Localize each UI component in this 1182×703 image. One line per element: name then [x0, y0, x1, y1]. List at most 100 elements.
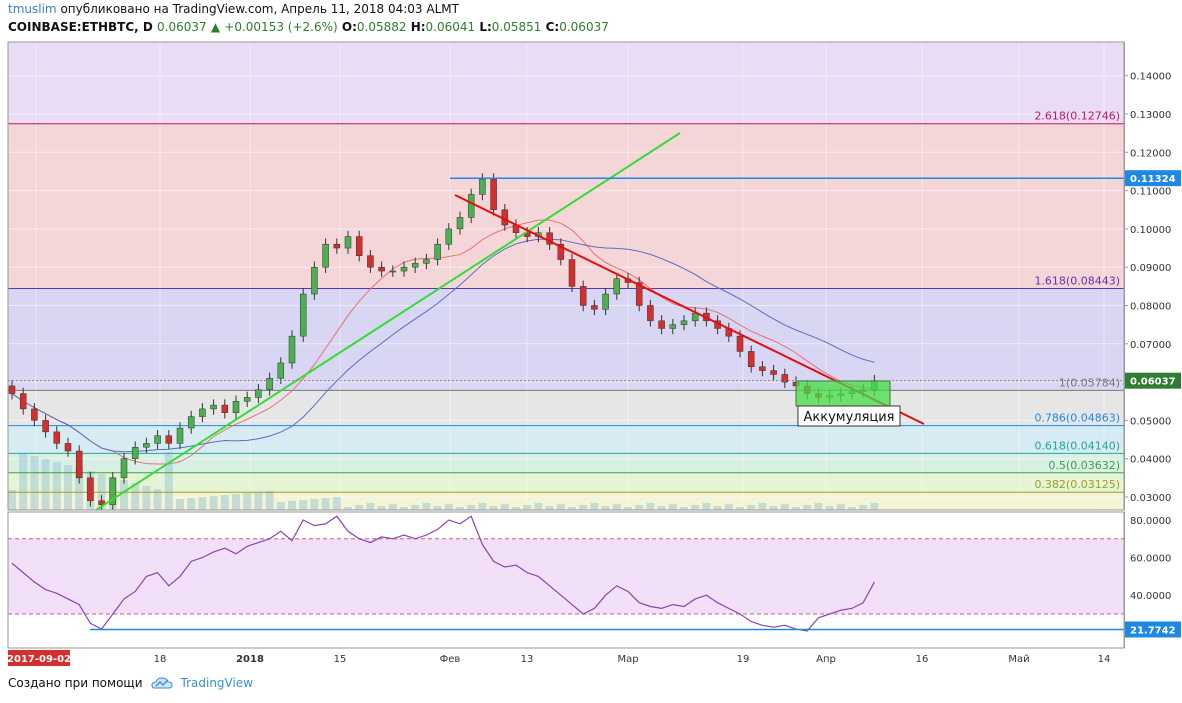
price-tick-label: 0.07000	[1130, 340, 1171, 351]
volume-bar	[590, 503, 599, 510]
volume-bar	[848, 507, 856, 510]
price-tick-label: 0.03000	[1130, 493, 1171, 504]
candle-body	[64, 443, 72, 452]
candle-body	[154, 435, 161, 444]
publication-info: tmuslim опубликовано на TradingView.com,…	[8, 2, 459, 16]
fib-band	[8, 425, 1124, 454]
volume-bar	[724, 504, 733, 510]
open-value: 0.05882	[356, 20, 407, 34]
volume-bar	[198, 497, 207, 510]
volume-bar	[579, 505, 588, 510]
tradingview-cloud-icon	[151, 677, 173, 689]
volume-bar	[209, 496, 218, 510]
high-label: H:	[410, 20, 426, 34]
volume-bar	[512, 507, 520, 510]
annotation-label: Аккумуляция	[803, 410, 894, 425]
volume-bar	[780, 504, 789, 510]
volume-bar	[836, 504, 845, 510]
volume-bar	[870, 503, 879, 510]
price-tag-label: 0.11324	[1130, 174, 1176, 185]
candle-body	[747, 351, 755, 368]
candle-body	[568, 259, 576, 287]
price-tick-label: 0.04000	[1130, 455, 1171, 466]
candle-body	[98, 500, 105, 505]
candle-body	[602, 293, 609, 310]
volume-bar	[232, 494, 240, 510]
fib-label: 0.618(0.04140)	[1034, 439, 1120, 452]
candle-body	[423, 259, 430, 264]
volume-bar	[120, 480, 128, 510]
candle-body	[255, 389, 262, 398]
candle-body	[221, 404, 229, 413]
candle-body	[669, 324, 677, 329]
volume-bar	[366, 503, 375, 510]
candle-body	[456, 217, 464, 230]
volume-bar	[19, 453, 28, 510]
volume-bar	[131, 483, 140, 510]
candle-body	[87, 477, 94, 502]
volume-bar	[825, 506, 834, 510]
volume-bar	[64, 465, 72, 510]
volume-bar	[523, 505, 532, 510]
candle-body	[311, 266, 318, 295]
volume-bar	[75, 468, 84, 510]
volume-bar	[444, 504, 453, 510]
volume-bar	[456, 507, 464, 510]
candle-body	[781, 374, 789, 383]
start-date-label: 2017-09-02	[7, 654, 71, 665]
price-tag	[1125, 170, 1181, 187]
price-tick-label: 0.09000	[1130, 263, 1171, 274]
candle-body	[322, 243, 329, 268]
author-link[interactable]: tmuslim	[8, 2, 57, 16]
volume-bar	[545, 506, 554, 510]
price-pane-border	[7, 41, 1125, 511]
volume-bar	[680, 507, 688, 510]
volume-bar	[489, 506, 498, 510]
volume-bar	[243, 493, 252, 510]
candle-body	[277, 362, 285, 379]
published-text: опубликовано на TradingView.com, Апрель …	[60, 2, 459, 16]
candle-body	[187, 416, 195, 429]
volume-bar	[344, 507, 352, 510]
rsi-tag	[1125, 621, 1181, 638]
volume-bar	[646, 503, 655, 510]
volume-bar	[601, 506, 610, 510]
volume-bar	[411, 505, 420, 510]
rsi-tick-label: 60.0000	[1130, 554, 1171, 565]
candle-body	[400, 266, 408, 272]
volume-bar	[30, 456, 39, 510]
moving-average-line	[11, 238, 875, 453]
time-tick-label: Фев	[440, 654, 461, 665]
volume-bar	[52, 462, 61, 510]
time-tick-label: 15	[334, 654, 347, 665]
rsi-tag-label: 21.7742	[1130, 625, 1176, 636]
candle-body	[232, 401, 240, 413]
volume-bar	[624, 507, 632, 510]
volume-bar	[612, 504, 621, 510]
volume-bar	[556, 504, 565, 510]
close-value: 0.06037	[559, 20, 609, 34]
candle-body	[591, 305, 598, 310]
candle-body	[490, 178, 497, 210]
time-tick-label: 16	[916, 654, 929, 665]
volume-bar	[142, 486, 151, 510]
volume-bar	[478, 503, 487, 510]
volume-bar	[153, 489, 162, 510]
volume-bar	[8, 490, 16, 510]
high-value: 0.06041	[425, 20, 476, 34]
volume-bar	[668, 504, 677, 510]
tradingview-brand[interactable]: TradingView	[180, 676, 254, 690]
candle-body	[199, 408, 206, 417]
volume-bar	[758, 503, 767, 510]
fib-band	[8, 472, 1124, 493]
candle-body	[613, 278, 621, 295]
fib-label: 0.382(0.03125)	[1034, 478, 1120, 491]
price-tag	[1125, 372, 1181, 389]
volume-bar	[713, 506, 722, 510]
volume-bar	[534, 503, 543, 510]
candle-body	[344, 236, 352, 249]
volume-bar	[332, 497, 341, 510]
fib-label: 1(0.05784)	[1059, 376, 1120, 389]
candle-body	[635, 282, 643, 306]
price-chart[interactable]: 2.618(0.12746) 1.618(0.08443) 1(0.05784) 0.…	[0, 0, 1182, 670]
